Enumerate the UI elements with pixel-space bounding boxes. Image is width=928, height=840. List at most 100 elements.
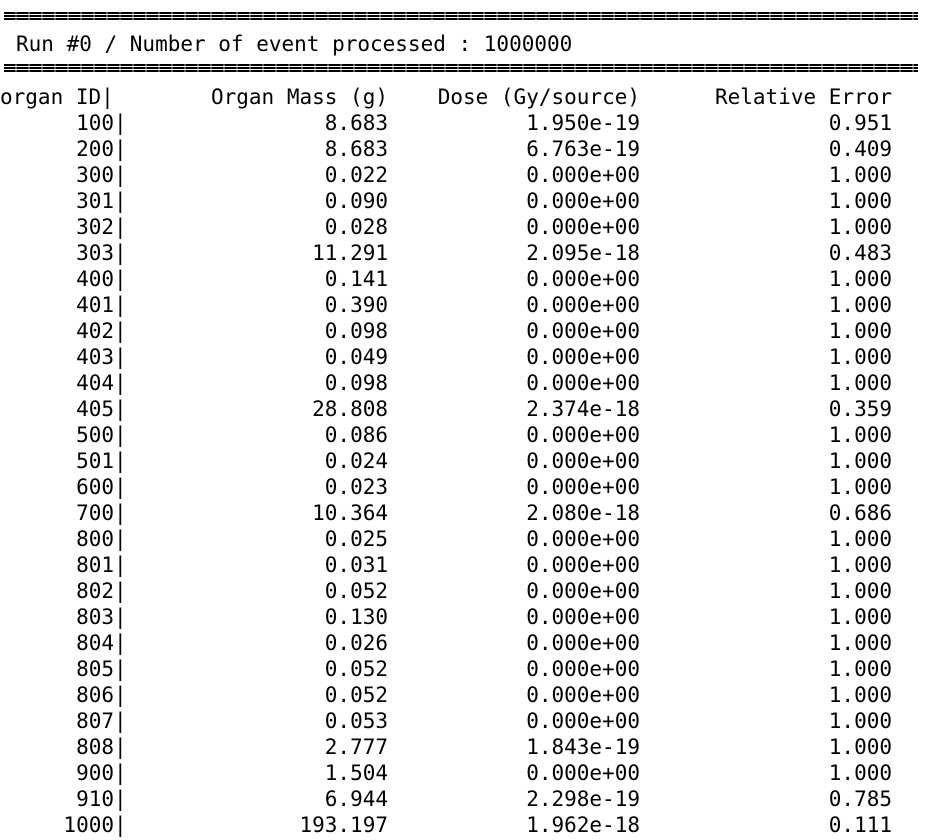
organ-mass-cell: 0.090 xyxy=(324,189,388,213)
organ-id-cell: 404 xyxy=(76,371,114,395)
organ-id-cell: 303 xyxy=(76,241,114,265)
organ-mass-cell: 0.026 xyxy=(324,631,388,655)
column-separator: | xyxy=(114,657,127,681)
organ-mass-cell: 0.031 xyxy=(324,553,388,577)
relative-error-cell: 0.111 xyxy=(828,813,892,837)
table-row: 803 | 0.130 0.000e+00 1.000 xyxy=(0,604,928,630)
dose-cell: 0.000e+00 xyxy=(526,293,640,317)
organ-mass-cell: 0.022 xyxy=(324,163,388,187)
dose-cell: 0.000e+00 xyxy=(526,683,640,707)
dose-cell: 1.950e-19 xyxy=(526,111,640,135)
dose-cell: 2.374e-18 xyxy=(526,397,640,421)
organ-mass-cell: 28.808 xyxy=(312,397,388,421)
organ-id-cell: 900 xyxy=(76,761,114,785)
organ-mass-cell: 1.504 xyxy=(324,761,388,785)
column-separator: | xyxy=(114,631,127,655)
dose-cell: 0.000e+00 xyxy=(526,527,640,551)
relative-error-cell: 1.000 xyxy=(828,553,892,577)
dose-cell: 0.000e+00 xyxy=(526,605,640,629)
relative-error-cell: 1.000 xyxy=(828,345,892,369)
column-separator: | xyxy=(114,735,127,759)
relative-error-cell: 1.000 xyxy=(828,267,892,291)
column-separator: | xyxy=(114,345,127,369)
relative-error-cell: 1.000 xyxy=(828,163,892,187)
organ-mass-cell: 0.098 xyxy=(324,319,388,343)
organ-id-cell: 200 xyxy=(76,137,114,161)
organ-id-cell: 700 xyxy=(76,501,114,525)
column-separator: | xyxy=(114,267,127,291)
relative-error-cell: 1.000 xyxy=(828,371,892,395)
column-separator: | xyxy=(114,137,127,161)
top-divider xyxy=(4,12,918,20)
organ-id-cell: 910 xyxy=(76,787,114,811)
dose-cell: 0.000e+00 xyxy=(526,189,640,213)
organ-id-cell: 808 xyxy=(76,735,114,759)
table-row: 501 | 0.024 0.000e+00 1.000 xyxy=(0,448,928,474)
table-row: 400 | 0.141 0.000e+00 1.000 xyxy=(0,266,928,292)
table-row: 801 | 0.031 0.000e+00 1.000 xyxy=(0,552,928,578)
relative-error-cell: 1.000 xyxy=(828,605,892,629)
dose-cell: 1.962e-18 xyxy=(526,813,640,837)
table-row: 500 | 0.086 0.000e+00 1.000 xyxy=(0,422,928,448)
run-header: Run #0 / Number of event processed : 100… xyxy=(16,32,573,56)
table-row: 404 | 0.098 0.000e+00 1.000 xyxy=(0,370,928,396)
column-separator: | xyxy=(114,319,127,343)
organ-mass-cell: 0.025 xyxy=(324,527,388,551)
header-divider xyxy=(4,64,918,72)
relative-error-cell: 1.000 xyxy=(828,631,892,655)
relative-error-cell: 0.483 xyxy=(828,241,892,265)
organ-mass-cell: 0.024 xyxy=(324,449,388,473)
organ-id-cell: 301 xyxy=(76,189,114,213)
organ-id-cell: 803 xyxy=(76,605,114,629)
relative-error-cell: 1.000 xyxy=(828,735,892,759)
dose-cell: 0.000e+00 xyxy=(526,553,640,577)
table-row: 800 | 0.025 0.000e+00 1.000 xyxy=(0,526,928,552)
table-row: 405 | 28.808 2.374e-18 0.359 xyxy=(0,396,928,422)
organ-id-cell: 600 xyxy=(76,475,114,499)
column-separator: | xyxy=(114,111,127,135)
column-separator: | xyxy=(114,163,127,187)
column-header-row: organ ID| Organ Mass (g) Dose (Gy/source… xyxy=(0,84,928,110)
organ-mass-cell: 6.944 xyxy=(324,787,388,811)
relative-error-cell: 1.000 xyxy=(828,319,892,343)
column-separator: | xyxy=(114,241,127,265)
table-row: 807 | 0.053 0.000e+00 1.000 xyxy=(0,708,928,734)
relative-error-cell: 1.000 xyxy=(828,475,892,499)
table-row: 300 | 0.022 0.000e+00 1.000 xyxy=(0,162,928,188)
relative-error-cell: 1.000 xyxy=(828,293,892,317)
organ-mass-cell: 0.049 xyxy=(324,345,388,369)
organ-id-cell: 804 xyxy=(76,631,114,655)
column-separator: | xyxy=(114,189,127,213)
organ-mass-cell: 10.364 xyxy=(312,501,388,525)
column-separator: | xyxy=(114,527,127,551)
dose-cell: 0.000e+00 xyxy=(526,475,640,499)
organ-id-cell: 402 xyxy=(76,319,114,343)
dose-cell: 2.080e-18 xyxy=(526,501,640,525)
organ-id-cell: 300 xyxy=(76,163,114,187)
dose-cell: 0.000e+00 xyxy=(526,345,640,369)
organ-mass-cell: 8.683 xyxy=(324,137,388,161)
column-separator: | xyxy=(114,813,127,837)
organ-id-cell: 807 xyxy=(76,709,114,733)
column-separator: | xyxy=(114,501,127,525)
column-organ-mass: Organ Mass (g) xyxy=(210,85,388,109)
column-separator: | xyxy=(114,449,127,473)
organ-id-cell: 500 xyxy=(76,423,114,447)
organ-id-cell: 1000 xyxy=(63,813,114,837)
organ-id-cell: 401 xyxy=(76,293,114,317)
table-row: 804 | 0.026 0.000e+00 1.000 xyxy=(0,630,928,656)
organ-mass-cell: 193.197 xyxy=(299,813,388,837)
column-separator: | xyxy=(114,215,127,239)
relative-error-cell: 1.000 xyxy=(828,449,892,473)
table-row: 900 | 1.504 0.000e+00 1.000 xyxy=(0,760,928,786)
table-row: 806 | 0.052 0.000e+00 1.000 xyxy=(0,682,928,708)
organ-mass-cell: 0.086 xyxy=(324,423,388,447)
column-separator: | xyxy=(114,683,127,707)
table-row: 805 | 0.052 0.000e+00 1.000 xyxy=(0,656,928,682)
dose-cell: 0.000e+00 xyxy=(526,657,640,681)
relative-error-cell: 1.000 xyxy=(828,657,892,681)
organ-mass-cell: 0.053 xyxy=(324,709,388,733)
dose-cell: 0.000e+00 xyxy=(526,215,640,239)
dose-cell: 2.298e-19 xyxy=(526,787,640,811)
